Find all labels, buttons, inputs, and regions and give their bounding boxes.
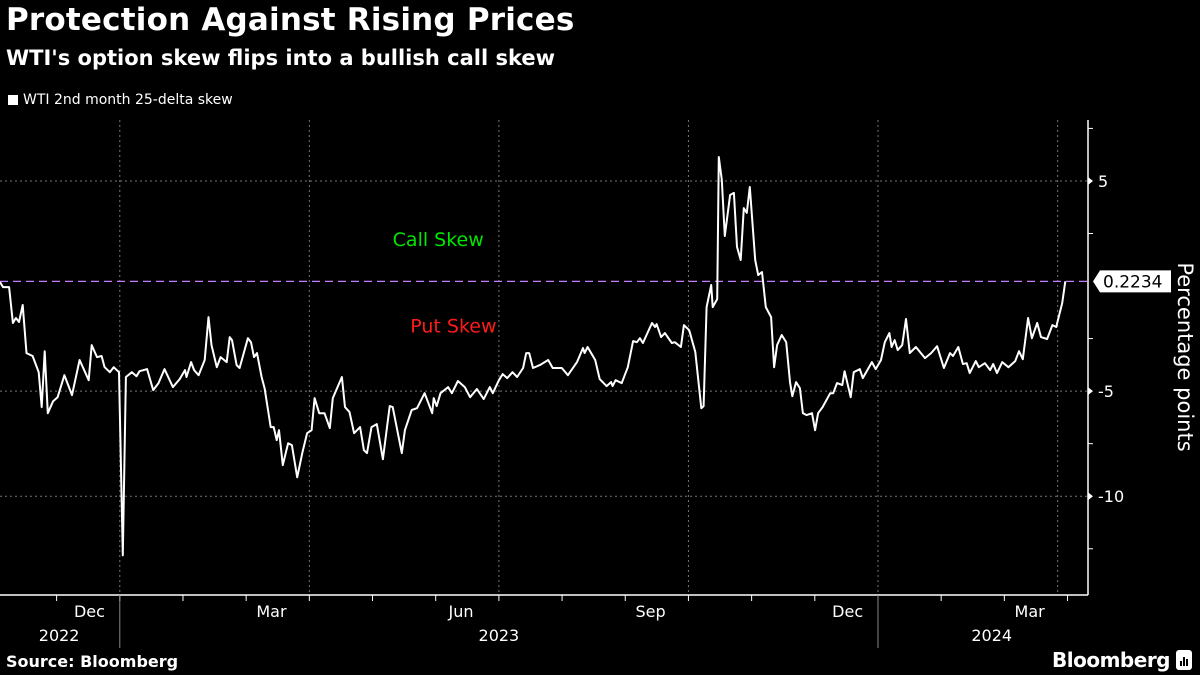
bloomberg-logo: Bloomberg [1052, 648, 1192, 672]
x-year-label: 2022 [39, 626, 80, 645]
annotation-put-skew: Put Skew [410, 315, 496, 337]
last-value-label-bg [1093, 270, 1171, 293]
x-year-label: 2023 [479, 626, 520, 645]
y-axis-title: Percentage points [1173, 262, 1197, 451]
source-note: Source: Bloomberg [6, 652, 179, 671]
legend-swatch [8, 95, 18, 105]
chart-subtitle: WTI's option skew flips into a bullish c… [6, 46, 556, 70]
x-tick-label: Dec [74, 602, 105, 621]
x-tick-label: Mar [256, 602, 287, 621]
annotation-call-skew: Call Skew [393, 229, 484, 251]
legend-label: WTI 2nd month 25-delta skew [23, 92, 233, 108]
chart-title: Protection Against Rising Prices [6, 2, 575, 38]
legend: WTI 2nd month 25-delta skew [8, 92, 233, 108]
y-tick-mark [1088, 387, 1093, 396]
x-tick-label: Dec [832, 602, 863, 621]
last-value-label: 0.2234 [1103, 272, 1162, 292]
y-tick-label: -10 [1098, 487, 1124, 506]
y-tick-label: 5 [1098, 172, 1108, 191]
x-year-label: 2024 [971, 626, 1012, 645]
series-line-wti-skew [0, 156, 1067, 557]
x-tick-label: Sep [635, 602, 665, 621]
brand-name: Bloomberg [1052, 648, 1170, 672]
x-tick-label: Jun [447, 602, 473, 621]
y-tick-label: -5 [1098, 382, 1114, 401]
y-tick-mark [1088, 176, 1093, 185]
y-tick-mark [1088, 492, 1093, 501]
x-tick-label: Mar [1015, 602, 1046, 621]
bloomberg-terminal-icon [1176, 650, 1192, 670]
